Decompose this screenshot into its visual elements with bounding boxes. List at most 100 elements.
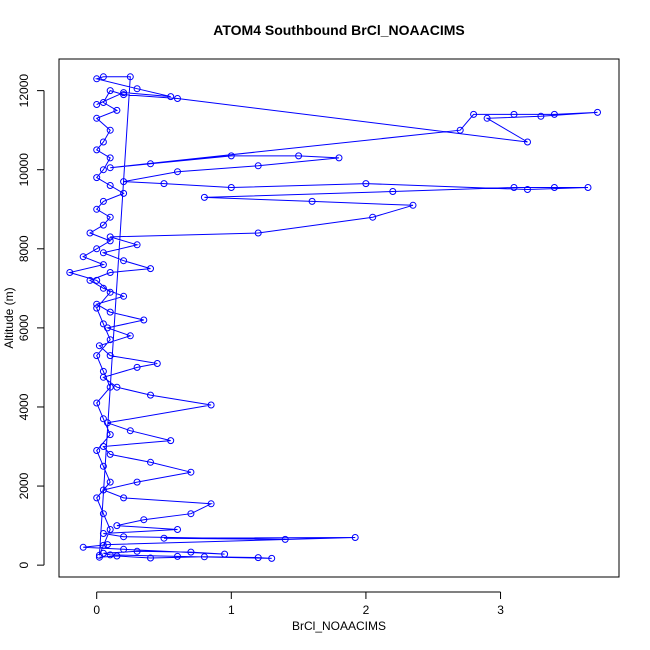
data-point [99, 415, 107, 423]
data-point [99, 462, 107, 470]
data-point [254, 554, 262, 562]
data-point [106, 233, 114, 241]
data-point [99, 530, 107, 537]
data-point [409, 201, 417, 209]
data-point [99, 221, 107, 229]
x-tick-label: 0 [93, 603, 100, 617]
series-layer [66, 73, 601, 562]
data-point [99, 73, 107, 81]
data-point [106, 126, 114, 134]
data-point [93, 276, 101, 284]
data-point [510, 110, 518, 118]
data-point [93, 399, 101, 407]
data-point [95, 342, 103, 350]
data-point [160, 180, 168, 188]
data-point [537, 112, 545, 120]
data-point [200, 553, 208, 561]
data-point [99, 320, 107, 328]
data-point [133, 241, 141, 249]
data-point [113, 522, 121, 530]
data-point [187, 468, 195, 476]
data-point [483, 114, 491, 122]
data-point [93, 300, 101, 308]
data-point [93, 146, 101, 154]
data-point [351, 534, 359, 541]
data-point [221, 550, 229, 558]
x-axis-label: BrCl_NOAACIMS [292, 619, 386, 633]
data-point [93, 174, 101, 182]
data-point [126, 73, 134, 81]
data-point [99, 197, 107, 205]
y-tick-label: 0 [17, 561, 31, 568]
data-point [456, 126, 464, 134]
data-point [207, 500, 215, 508]
data-point [187, 510, 195, 518]
data-point [126, 332, 134, 340]
data-point [93, 447, 101, 454]
data-point [362, 180, 370, 188]
data-point [120, 292, 128, 300]
data-point [594, 108, 601, 116]
data-point [99, 549, 107, 557]
data-point [99, 510, 107, 518]
data-point [281, 535, 289, 543]
data-point [93, 245, 101, 253]
data-point [99, 99, 107, 106]
data-point [79, 253, 87, 261]
data-point [227, 152, 235, 160]
data-point [187, 548, 195, 556]
data-point [147, 391, 154, 399]
data-point [254, 162, 262, 170]
data-point [106, 154, 114, 162]
data-point [104, 419, 111, 427]
data-point [106, 526, 114, 533]
data-point [126, 427, 134, 435]
data-point [147, 554, 154, 562]
data-point [174, 95, 181, 102]
y-tick-label: 2000 [17, 472, 31, 499]
data-point [335, 154, 343, 162]
data-point [99, 249, 107, 257]
data-point [550, 110, 558, 118]
data-point [106, 237, 114, 245]
y-axis-label: Altitude (m) [2, 287, 16, 348]
data-point [268, 554, 276, 562]
data-point [389, 188, 397, 195]
data-point [106, 478, 114, 486]
data-point [106, 431, 114, 439]
data-point [584, 184, 592, 191]
data-point [106, 450, 114, 458]
y-tick-label: 4000 [17, 393, 31, 420]
data-point [99, 486, 107, 494]
data-point [99, 284, 107, 292]
chart-title: ATOM4 Southbound BrCl_NOAACIMS [213, 22, 464, 38]
data-point [308, 197, 316, 205]
data-point [113, 552, 121, 560]
data-point [106, 269, 114, 276]
data-point [120, 545, 128, 553]
y-tick-label: 10000 [17, 153, 31, 187]
data-point [106, 288, 114, 296]
data-point [99, 261, 107, 269]
data-point [95, 553, 103, 561]
data-point [95, 551, 103, 559]
data-point [140, 316, 148, 324]
data-point [120, 91, 128, 99]
data-point [174, 168, 181, 176]
x-tick-label: 3 [497, 603, 504, 617]
data-point [106, 336, 114, 344]
data-point [153, 360, 161, 367]
data-point [174, 552, 181, 560]
data-point [104, 541, 111, 549]
data-point [106, 182, 114, 189]
y-tick-label: 8000 [17, 235, 31, 262]
data-point [120, 89, 128, 97]
data-point [470, 110, 478, 118]
y-tick-label: 12000 [17, 74, 31, 108]
data-point [120, 257, 128, 265]
data-point [147, 160, 154, 168]
data-point [106, 352, 114, 360]
data-point [524, 186, 531, 193]
data-point [207, 401, 215, 409]
